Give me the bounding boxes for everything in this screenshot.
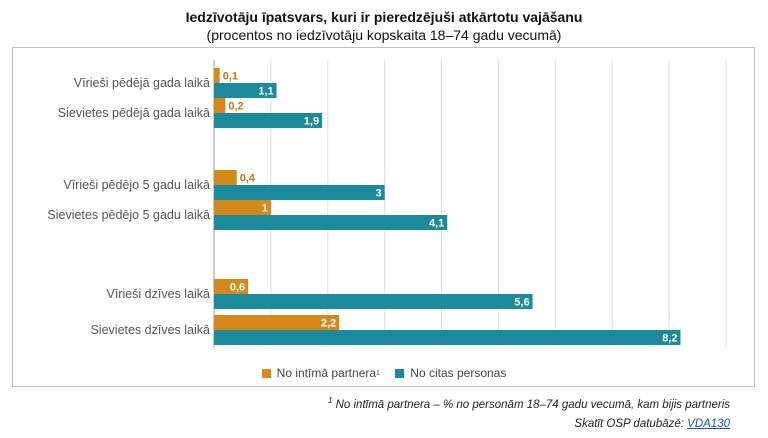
category-label: Vīrieši pēdējo 5 gadu laikā: [63, 178, 210, 192]
bar-intimate-partner: [214, 315, 340, 330]
source-link[interactable]: VDA130: [687, 418, 730, 430]
bar-other-person: [214, 185, 385, 200]
category-label: Sievietes pēdējo 5 gadu laikā: [47, 208, 210, 222]
legend-item-series1: No intīmā partnera 1: [261, 366, 380, 380]
bar-intimate-partner: [214, 170, 237, 185]
legend-label-series1: No intīmā partnera: [276, 366, 377, 380]
bar-intimate-partner: [214, 279, 249, 294]
source-prefix: Skatīt OSP datubāzē:: [574, 418, 688, 430]
footnote-text: No intīmā partnera – % no personām 18–74…: [335, 398, 730, 411]
bar-other-person: [214, 113, 323, 128]
source-note: Skatīt OSP datubāzē: VDA130: [574, 418, 730, 430]
data-label: 8,2: [662, 333, 677, 345]
legend: No intīmā partnera 1 No citas personas: [0, 366, 768, 381]
legend-swatch-series1: [261, 368, 271, 378]
legend-swatch-series2: [395, 368, 405, 378]
category-label: Sievietes pēdējā gada laikā: [58, 106, 210, 120]
bar-other-person: [214, 215, 448, 230]
chart-frame: [12, 47, 755, 387]
bar-intimate-partner: [214, 68, 220, 83]
bar-other-person: [214, 83, 277, 98]
data-label: 0,1: [223, 71, 238, 83]
legend-label-series2: No citas personas: [410, 366, 507, 380]
bar-intimate-partner: [214, 98, 226, 113]
footnote-sup: 1: [327, 396, 333, 405]
data-label: 2,2: [321, 318, 336, 330]
category-label: Vīrieši dzīves laikā: [106, 287, 210, 301]
bar-intimate-partner: [214, 200, 271, 215]
data-label: 1,9: [304, 116, 319, 128]
data-label: 4,1: [429, 218, 444, 230]
data-label: 0,4: [240, 173, 256, 185]
data-label: 0,6: [230, 282, 245, 294]
data-label: 0,2: [228, 101, 243, 113]
footnote: 1 No intīmā partnera – % no personām 18–…: [328, 396, 730, 411]
bar-other-person: [214, 330, 681, 345]
data-label: 1: [262, 203, 268, 215]
legend-sup-series1: 1: [376, 369, 380, 377]
category-label: Sievietes dzīves laikā: [90, 323, 210, 337]
data-label: 1,1: [258, 86, 273, 98]
chart-title: Iedzīvotāju īpatsvars, kuri ir pieredzēj…: [185, 9, 583, 25]
data-label: 3: [376, 188, 382, 200]
category-label: Vīrieši pēdējā gada laikā: [74, 76, 210, 90]
data-label: 5,6: [514, 297, 529, 309]
chart-subtitle: (procentos no iedzīvotāju kopskaita 18–7…: [206, 27, 562, 43]
bar-other-person: [214, 294, 533, 309]
legend-item-series2: No citas personas: [395, 366, 506, 380]
